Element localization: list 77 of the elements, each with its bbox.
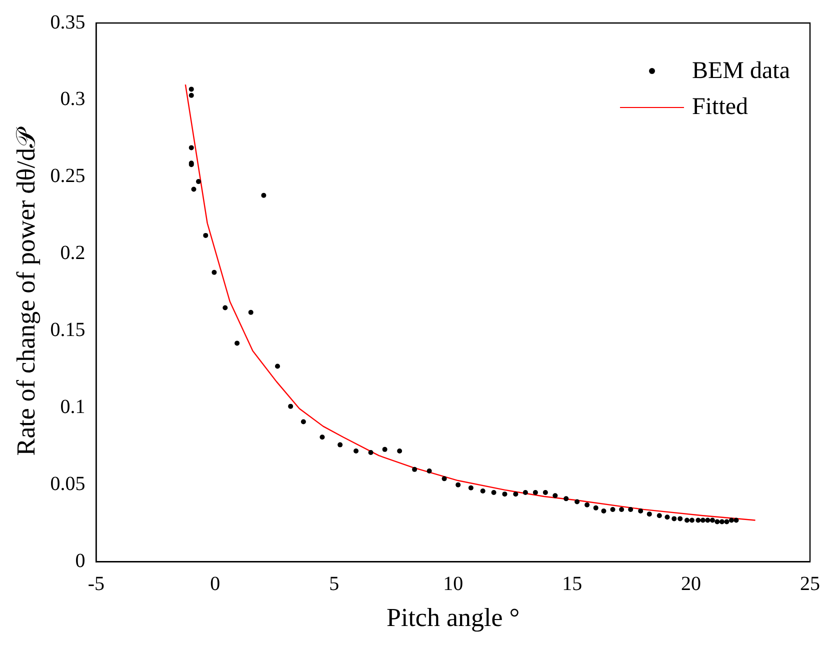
y-tick-label: 0.05	[50, 473, 86, 496]
point	[354, 448, 359, 454]
point	[382, 446, 388, 452]
point	[542, 490, 548, 496]
y-tick-label: 0.35	[50, 11, 86, 34]
point	[480, 488, 486, 494]
point	[564, 496, 569, 502]
point	[684, 518, 690, 523]
point	[714, 519, 720, 524]
y-tick-label: 0.1	[60, 396, 86, 418]
point	[522, 490, 528, 496]
point	[532, 490, 538, 496]
point	[288, 404, 294, 409]
point	[724, 519, 730, 524]
point	[234, 340, 240, 346]
point	[368, 450, 374, 455]
y-tick-label: 0.2	[60, 242, 86, 264]
point	[502, 492, 508, 497]
point	[456, 482, 461, 488]
point	[188, 92, 194, 98]
point	[261, 192, 266, 198]
point	[513, 492, 518, 497]
x-tick-label: 5	[329, 573, 340, 596]
point	[678, 516, 683, 522]
y-tick-label: 0.15	[50, 319, 86, 342]
point	[705, 518, 710, 523]
point	[734, 518, 739, 523]
point	[584, 502, 590, 508]
point	[646, 512, 652, 517]
y-tick-label: 0.3	[60, 88, 86, 110]
point	[412, 466, 418, 472]
point	[203, 232, 208, 238]
point	[468, 485, 474, 490]
point	[710, 518, 715, 523]
point	[191, 186, 196, 192]
point	[700, 518, 706, 523]
point	[593, 505, 598, 510]
point	[275, 364, 280, 369]
point	[728, 518, 734, 523]
x-tick-label: 10	[443, 573, 464, 596]
point	[656, 513, 662, 518]
point	[397, 448, 402, 454]
x-tick-label: 0	[210, 573, 220, 596]
point	[188, 145, 194, 150]
point	[196, 179, 202, 184]
point	[664, 514, 670, 520]
point	[300, 419, 306, 424]
x-tick-label: -5	[88, 573, 105, 596]
point	[619, 506, 624, 512]
point	[338, 442, 343, 448]
point	[212, 270, 217, 275]
y-tick-label: 0.25	[50, 165, 86, 188]
point	[610, 506, 616, 512]
point	[638, 508, 644, 514]
point	[696, 518, 701, 523]
point	[222, 305, 228, 310]
x-tick-label: 15	[562, 573, 582, 596]
point	[574, 499, 580, 504]
point	[552, 493, 558, 498]
point	[188, 86, 194, 92]
x-tick-label: 20	[681, 573, 702, 596]
point	[672, 516, 677, 522]
x-axis-title: Pitch angle °	[386, 603, 520, 632]
point	[719, 519, 724, 524]
legend-label: BEM data	[692, 57, 790, 86]
point	[248, 310, 254, 315]
y-axis-title: Rate of change of power dθ/d𝒫	[11, 126, 40, 456]
point	[442, 476, 447, 482]
x-tick-label: 25	[800, 573, 820, 596]
point	[426, 468, 432, 474]
point	[320, 434, 325, 440]
point	[601, 508, 606, 514]
point	[628, 506, 634, 512]
point	[689, 518, 694, 523]
y-tick-label: 0	[75, 550, 86, 572]
legend-label: Fitted	[692, 93, 748, 122]
point	[491, 490, 496, 496]
